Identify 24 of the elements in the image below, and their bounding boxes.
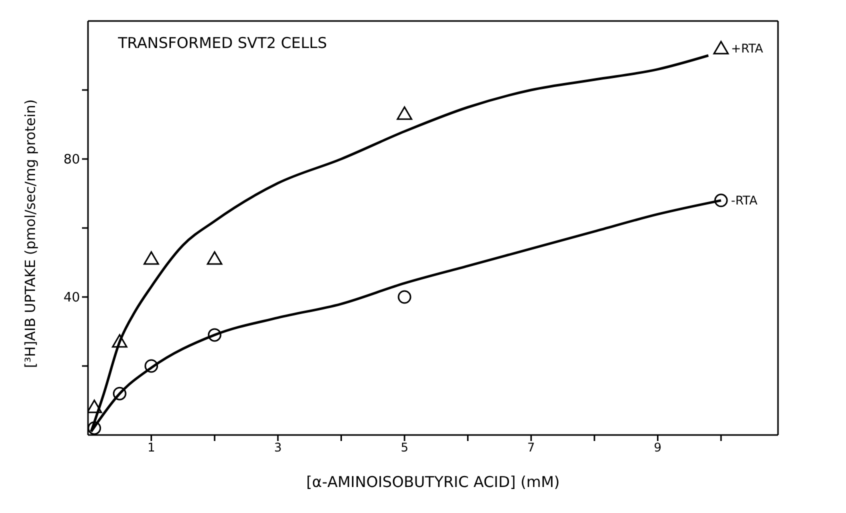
- point: [144, 251, 160, 265]
- y-axis-title: [³H]AIB UPTAKE (pmol/sec/mg protein): [22, 99, 39, 368]
- series-label: +RTA: [731, 42, 764, 56]
- point: [112, 334, 128, 348]
- series-label: -RTA: [731, 193, 758, 208]
- x-tick-label: 3: [274, 440, 282, 455]
- y-tick-label: 80: [63, 152, 80, 168]
- x-tick-label: 1: [147, 440, 156, 455]
- point: [88, 400, 102, 414]
- y-tick-label: 40: [63, 290, 80, 306]
- point: [398, 290, 412, 304]
- point: [88, 421, 102, 435]
- point: [714, 194, 728, 208]
- text: TRANSFORMED SVT2 CELLS: [118, 34, 328, 52]
- x-tick-label: 7: [527, 440, 535, 455]
- point: [396, 106, 412, 120]
- point: [713, 40, 729, 54]
- point: [206, 251, 222, 265]
- x-tick-label: 5: [400, 440, 408, 455]
- point: [112, 386, 126, 400]
- x-axis-title: [α-AMINOISOBUTYRIC ACID] (mM): [306, 473, 560, 491]
- x-tick-label: 9: [654, 440, 662, 455]
- point: [208, 328, 222, 342]
- point: [144, 359, 158, 373]
